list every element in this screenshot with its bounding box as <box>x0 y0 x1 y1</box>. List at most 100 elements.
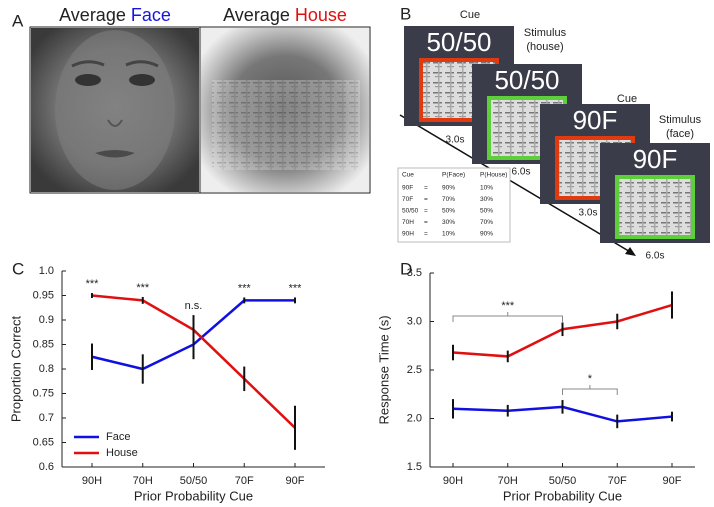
table-cell: 10% <box>442 231 455 238</box>
screen-label: (house) <box>526 41 563 53</box>
panel-a-images <box>29 26 371 194</box>
panel-label: B <box>400 4 411 23</box>
y-tick-label: 3.0 <box>407 315 422 327</box>
cue-text: 90F <box>573 105 618 135</box>
table-cell: = <box>424 219 428 226</box>
y-axis-label: Response Time (s) <box>376 315 391 424</box>
table-cell: 50/50 <box>402 208 419 215</box>
y-tick-label: 0.85 <box>33 338 54 350</box>
y-tick-label: 0.9 <box>39 314 54 326</box>
bracket <box>562 385 618 395</box>
x-tick-label: 90H <box>443 475 463 487</box>
y-tick-label: 1.5 <box>407 461 422 473</box>
table-cell: 30% <box>480 196 493 203</box>
y-tick-label: 3.5 <box>407 267 422 279</box>
title-word: Average <box>223 5 290 25</box>
cue-text: 50/50 <box>494 65 559 95</box>
table-cell: 90% <box>480 231 493 238</box>
x-tick-label: 70F <box>235 475 254 487</box>
title-highlight: Face <box>131 5 171 25</box>
duration: 6.0s <box>512 167 531 178</box>
house-texture <box>212 80 360 170</box>
screen-label: Cue <box>460 9 480 21</box>
table-cell: 70H <box>402 219 414 226</box>
x-tick-label: 90H <box>82 475 102 487</box>
significance: *** <box>289 282 303 294</box>
stimulus <box>615 175 695 239</box>
x-axis-label: Prior Probability Cue <box>134 488 253 503</box>
y-tick-label: 0.65 <box>33 436 54 448</box>
screen-label: Stimulus <box>659 114 702 126</box>
significance: *** <box>136 282 150 294</box>
y-tick-label: 0.6 <box>39 461 54 473</box>
x-tick-label: 50/50 <box>549 475 577 487</box>
x-tick-label: 70H <box>133 475 153 487</box>
y-tick-label: 2.0 <box>407 412 422 424</box>
duration: 3.0s <box>579 208 598 219</box>
table-cell: 50% <box>442 208 455 215</box>
x-tick-label: 90F <box>663 475 682 487</box>
x-tick-label: 70H <box>498 475 518 487</box>
x-tick-label: 50/50 <box>180 475 208 487</box>
table-cell: 10% <box>480 185 493 192</box>
screen-label: (face) <box>666 128 694 140</box>
panel-label: D <box>400 259 412 278</box>
table-cell: = <box>424 196 428 203</box>
title-word: Average <box>59 5 126 25</box>
x-tick-label: 90F <box>286 475 305 487</box>
title-highlight: House <box>295 5 347 25</box>
face-shape <box>55 30 175 190</box>
significance: * <box>588 373 593 385</box>
panel-label: A <box>12 11 24 30</box>
eye <box>75 74 101 86</box>
screen-label: Cue <box>617 93 637 105</box>
y-tick-label: 0.8 <box>39 363 54 375</box>
eye <box>129 74 155 86</box>
table-cell: 50% <box>480 208 493 215</box>
arrowhead <box>625 247 636 256</box>
image-title: Average Face <box>59 5 171 25</box>
table-cell: 90H <box>402 231 414 238</box>
y-tick-label: 2.5 <box>407 364 422 376</box>
legend-label: Face <box>106 431 130 443</box>
significance: *** <box>86 278 100 290</box>
y-axis-label: Proportion Correct <box>8 316 23 423</box>
duration: 6.0s <box>646 251 665 262</box>
x-axis-label: Prior Probability Cue <box>503 488 622 503</box>
table-header: P(House) <box>480 172 507 179</box>
significance: n.s. <box>185 300 203 312</box>
cue-text: 50/50 <box>426 27 491 57</box>
table-cell: 90% <box>442 185 455 192</box>
brows <box>71 60 159 68</box>
significance: *** <box>238 282 252 294</box>
mouth <box>95 150 135 158</box>
cue-text: 90F <box>633 144 678 174</box>
bracket <box>452 312 563 322</box>
table-cell: 70% <box>480 219 493 226</box>
legend-label: House <box>106 447 138 459</box>
y-tick-label: 1.0 <box>39 265 54 277</box>
y-tick-label: 0.7 <box>39 412 54 424</box>
x-tick-label: 70F <box>608 475 627 487</box>
table-box <box>397 167 511 243</box>
table-cell: 70% <box>442 196 455 203</box>
table-header: P(Face) <box>442 172 465 179</box>
y-tick-label: 0.95 <box>33 289 54 301</box>
timeline <box>399 114 633 254</box>
table-cell: 90F <box>402 185 413 192</box>
nose <box>107 119 123 127</box>
significance: *** <box>501 300 515 312</box>
table-header: Cue <box>402 172 414 179</box>
panel-label: C <box>12 259 24 278</box>
y-tick-label: 0.75 <box>33 387 54 399</box>
table-cell: = <box>424 231 428 238</box>
table-cell: 70F <box>402 196 413 203</box>
table-cell: 30% <box>442 219 455 226</box>
duration: 3.0s <box>446 135 465 146</box>
table-cell: = <box>424 208 428 215</box>
table-cell: = <box>424 185 428 192</box>
screen-label: Stimulus <box>524 27 567 39</box>
panel-b-graphics <box>397 114 636 256</box>
